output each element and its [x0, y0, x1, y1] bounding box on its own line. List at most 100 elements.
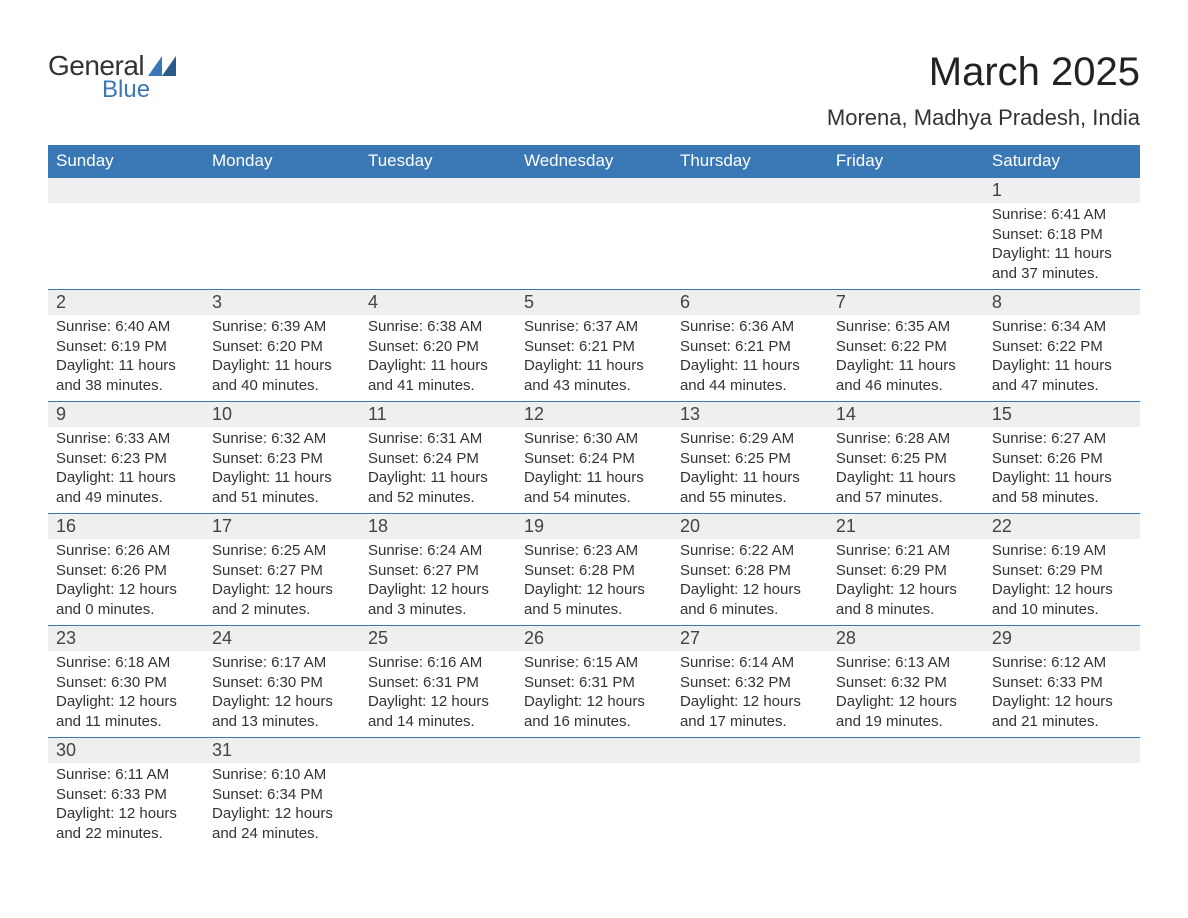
daylight-text-1: Daylight: 11 hours	[836, 468, 976, 488]
daylight-text-1: Daylight: 12 hours	[992, 692, 1132, 712]
sunrise-text: Sunrise: 6:33 AM	[56, 429, 196, 449]
dow-sunday: Sunday	[48, 145, 204, 178]
day-detail: Sunrise: 6:30 AMSunset: 6:24 PMDaylight:…	[516, 427, 672, 514]
day-number	[984, 738, 1140, 764]
dow-tuesday: Tuesday	[360, 145, 516, 178]
header: General Blue March 2025 Morena, Madhya P…	[48, 50, 1140, 131]
day-number: 30	[48, 738, 204, 764]
day-number: 16	[48, 514, 204, 540]
sunrise-text: Sunrise: 6:34 AM	[992, 317, 1132, 337]
day-detail	[672, 763, 828, 849]
daylight-text-2: and 3 minutes.	[368, 600, 508, 620]
sunset-text: Sunset: 6:30 PM	[212, 673, 352, 693]
day-detail: Sunrise: 6:24 AMSunset: 6:27 PMDaylight:…	[360, 539, 516, 626]
sunset-text: Sunset: 6:33 PM	[56, 785, 196, 805]
calendar-table: Sunday Monday Tuesday Wednesday Thursday…	[48, 145, 1140, 849]
day-number: 22	[984, 514, 1140, 540]
week-daynum-row: 16171819202122	[48, 514, 1140, 540]
daylight-text-2: and 38 minutes.	[56, 376, 196, 396]
daylight-text-2: and 58 minutes.	[992, 488, 1132, 508]
day-detail: Sunrise: 6:28 AMSunset: 6:25 PMDaylight:…	[828, 427, 984, 514]
day-number: 26	[516, 626, 672, 652]
daylight-text-1: Daylight: 12 hours	[368, 580, 508, 600]
daylight-text-2: and 22 minutes.	[56, 824, 196, 844]
sunset-text: Sunset: 6:29 PM	[836, 561, 976, 581]
daylight-text-2: and 37 minutes.	[992, 264, 1132, 284]
week-daynum-row: 3031	[48, 738, 1140, 764]
sunrise-text: Sunrise: 6:22 AM	[680, 541, 820, 561]
sunset-text: Sunset: 6:32 PM	[680, 673, 820, 693]
day-number	[672, 738, 828, 764]
daylight-text-1: Daylight: 12 hours	[836, 580, 976, 600]
day-detail: Sunrise: 6:25 AMSunset: 6:27 PMDaylight:…	[204, 539, 360, 626]
day-detail	[360, 763, 516, 849]
daylight-text-1: Daylight: 11 hours	[992, 356, 1132, 376]
sunset-text: Sunset: 6:22 PM	[992, 337, 1132, 357]
daylight-text-2: and 49 minutes.	[56, 488, 196, 508]
sunrise-text: Sunrise: 6:30 AM	[524, 429, 664, 449]
daylight-text-2: and 19 minutes.	[836, 712, 976, 732]
day-detail: Sunrise: 6:22 AMSunset: 6:28 PMDaylight:…	[672, 539, 828, 626]
sunset-text: Sunset: 6:24 PM	[368, 449, 508, 469]
sunrise-text: Sunrise: 6:17 AM	[212, 653, 352, 673]
day-number: 3	[204, 290, 360, 316]
day-detail: Sunrise: 6:18 AMSunset: 6:30 PMDaylight:…	[48, 651, 204, 738]
week-detail-row: Sunrise: 6:33 AMSunset: 6:23 PMDaylight:…	[48, 427, 1140, 514]
sunset-text: Sunset: 6:20 PM	[212, 337, 352, 357]
daylight-text-1: Daylight: 11 hours	[56, 356, 196, 376]
day-detail: Sunrise: 6:29 AMSunset: 6:25 PMDaylight:…	[672, 427, 828, 514]
daylight-text-2: and 47 minutes.	[992, 376, 1132, 396]
week-daynum-row: 1	[48, 178, 1140, 204]
dow-saturday: Saturday	[984, 145, 1140, 178]
daylight-text-1: Daylight: 12 hours	[680, 580, 820, 600]
day-number	[360, 738, 516, 764]
sunrise-text: Sunrise: 6:40 AM	[56, 317, 196, 337]
day-number: 1	[984, 178, 1140, 204]
sunrise-text: Sunrise: 6:12 AM	[992, 653, 1132, 673]
sunset-text: Sunset: 6:33 PM	[992, 673, 1132, 693]
sunset-text: Sunset: 6:21 PM	[680, 337, 820, 357]
sunrise-text: Sunrise: 6:26 AM	[56, 541, 196, 561]
day-detail: Sunrise: 6:21 AMSunset: 6:29 PMDaylight:…	[828, 539, 984, 626]
daylight-text-1: Daylight: 12 hours	[524, 692, 664, 712]
day-number	[516, 178, 672, 204]
sunset-text: Sunset: 6:31 PM	[368, 673, 508, 693]
days-of-week-row: Sunday Monday Tuesday Wednesday Thursday…	[48, 145, 1140, 178]
daylight-text-1: Daylight: 11 hours	[524, 356, 664, 376]
sunrise-text: Sunrise: 6:18 AM	[56, 653, 196, 673]
logo: General Blue	[48, 50, 176, 104]
day-detail: Sunrise: 6:16 AMSunset: 6:31 PMDaylight:…	[360, 651, 516, 738]
day-number: 15	[984, 402, 1140, 428]
day-number: 7	[828, 290, 984, 316]
daylight-text-1: Daylight: 11 hours	[836, 356, 976, 376]
week-daynum-row: 2345678	[48, 290, 1140, 316]
daylight-text-1: Daylight: 11 hours	[368, 356, 508, 376]
month-title: March 2025	[827, 50, 1140, 95]
day-number: 2	[48, 290, 204, 316]
daylight-text-2: and 54 minutes.	[524, 488, 664, 508]
day-number	[360, 178, 516, 204]
day-detail: Sunrise: 6:33 AMSunset: 6:23 PMDaylight:…	[48, 427, 204, 514]
day-number: 27	[672, 626, 828, 652]
dow-wednesday: Wednesday	[516, 145, 672, 178]
sunrise-text: Sunrise: 6:37 AM	[524, 317, 664, 337]
day-detail: Sunrise: 6:15 AMSunset: 6:31 PMDaylight:…	[516, 651, 672, 738]
sunset-text: Sunset: 6:27 PM	[368, 561, 508, 581]
title-block: March 2025 Morena, Madhya Pradesh, India	[827, 50, 1140, 131]
daylight-text-2: and 14 minutes.	[368, 712, 508, 732]
daylight-text-2: and 5 minutes.	[524, 600, 664, 620]
day-number: 11	[360, 402, 516, 428]
sunrise-text: Sunrise: 6:16 AM	[368, 653, 508, 673]
day-number	[828, 178, 984, 204]
day-number: 6	[672, 290, 828, 316]
daylight-text-2: and 52 minutes.	[368, 488, 508, 508]
daylight-text-2: and 57 minutes.	[836, 488, 976, 508]
daylight-text-2: and 6 minutes.	[680, 600, 820, 620]
daylight-text-1: Daylight: 12 hours	[680, 692, 820, 712]
day-detail: Sunrise: 6:38 AMSunset: 6:20 PMDaylight:…	[360, 315, 516, 402]
sunrise-text: Sunrise: 6:36 AM	[680, 317, 820, 337]
day-number: 4	[360, 290, 516, 316]
day-number: 12	[516, 402, 672, 428]
day-detail	[828, 763, 984, 849]
day-detail: Sunrise: 6:10 AMSunset: 6:34 PMDaylight:…	[204, 763, 360, 849]
